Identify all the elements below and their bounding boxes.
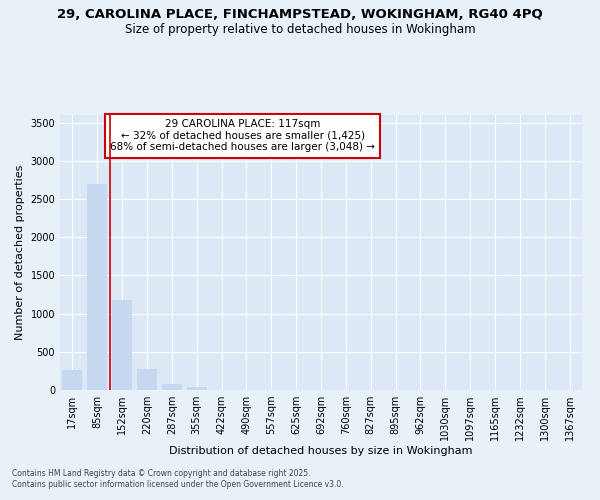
Text: Contains HM Land Registry data © Crown copyright and database right 2025.: Contains HM Land Registry data © Crown c… [12,468,311,477]
Bar [112,300,132,390]
Text: Contains public sector information licensed under the Open Government Licence v3: Contains public sector information licen… [12,480,344,489]
Bar [162,384,182,390]
X-axis label: Distribution of detached houses by size in Wokingham: Distribution of detached houses by size … [169,446,473,456]
Bar [137,368,157,390]
Y-axis label: Number of detached properties: Number of detached properties [15,165,25,340]
Bar [187,387,206,390]
Bar [88,184,107,390]
Text: 29, CAROLINA PLACE, FINCHAMPSTEAD, WOKINGHAM, RG40 4PQ: 29, CAROLINA PLACE, FINCHAMPSTEAD, WOKIN… [57,8,543,20]
Bar [62,370,82,390]
Text: 29 CAROLINA PLACE: 117sqm
← 32% of detached houses are smaller (1,425)
68% of se: 29 CAROLINA PLACE: 117sqm ← 32% of detac… [110,119,375,152]
Text: Size of property relative to detached houses in Wokingham: Size of property relative to detached ho… [125,22,475,36]
